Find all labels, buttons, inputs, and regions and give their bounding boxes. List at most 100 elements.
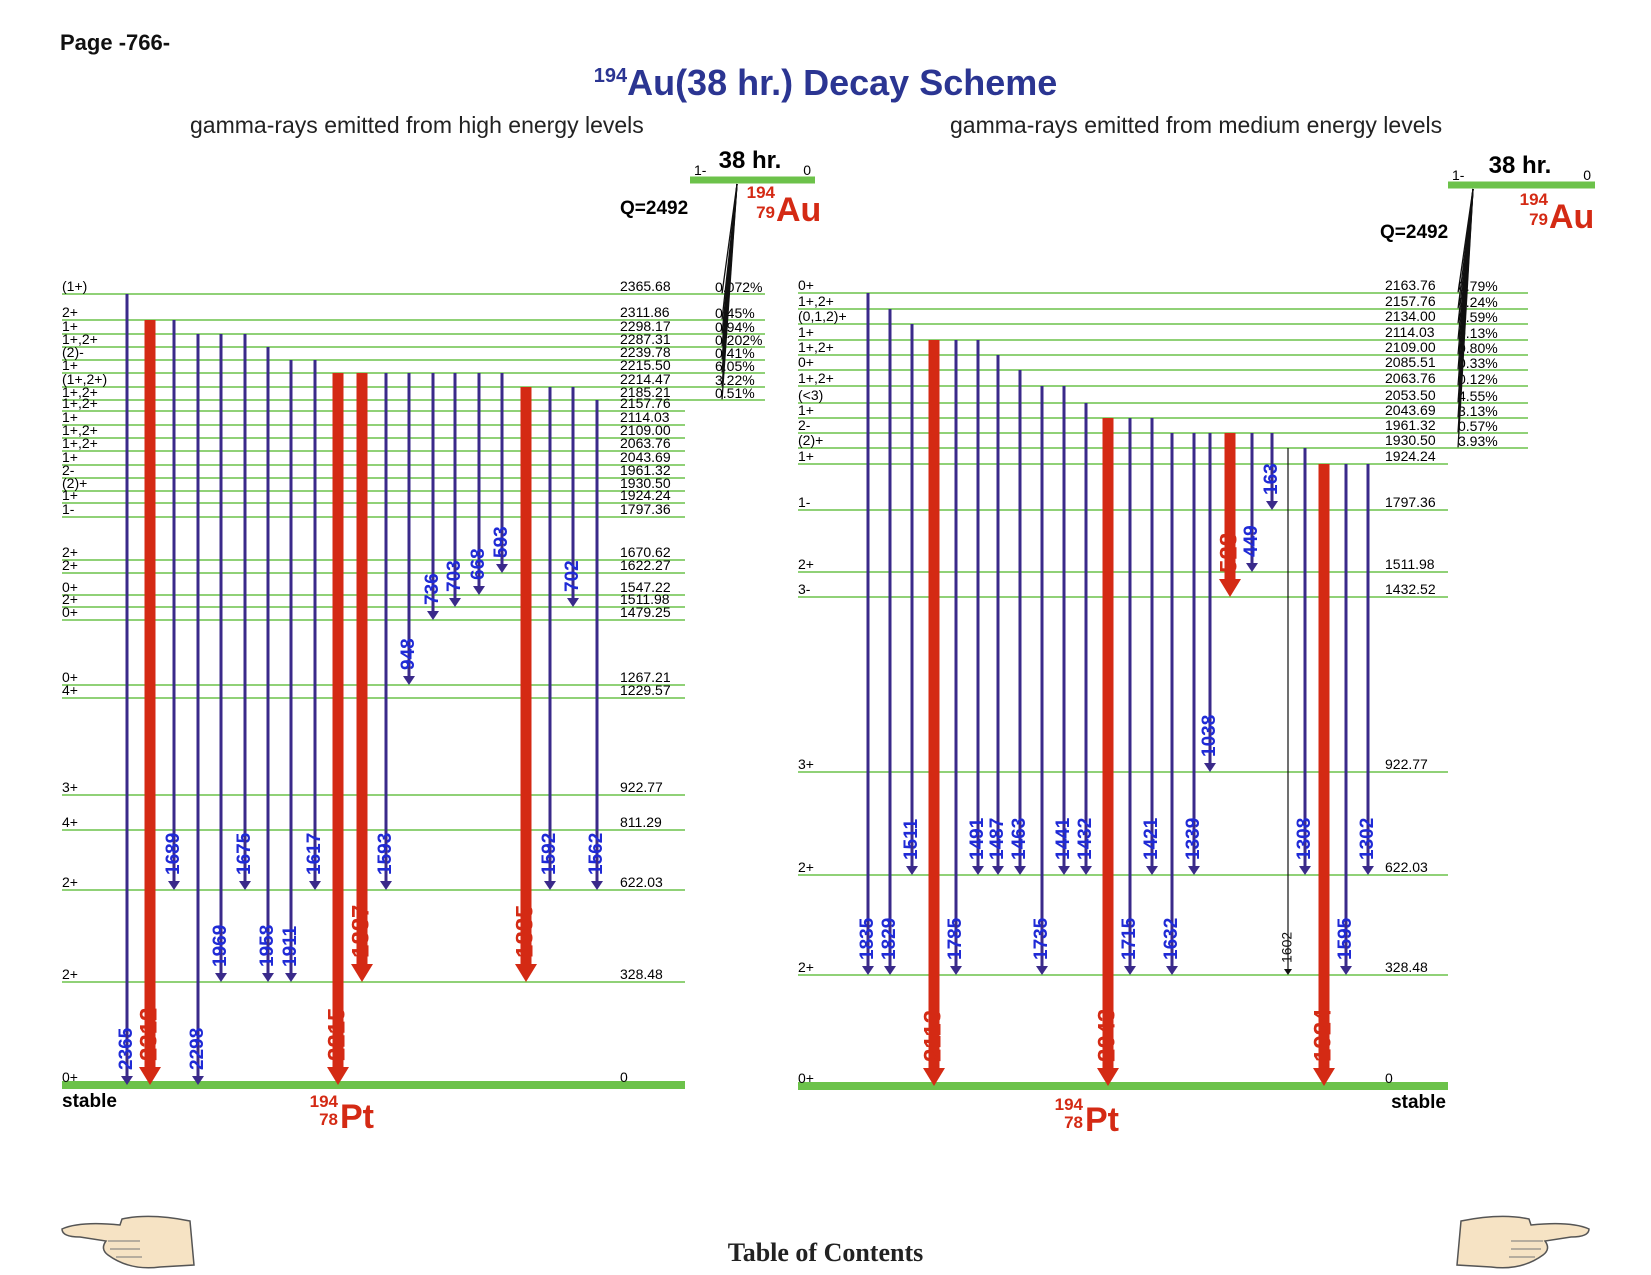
daughter-mass-number: 194 [1055, 1095, 1084, 1114]
level-spin-label: 3- [798, 581, 811, 597]
level-spin-label: 2- [798, 417, 811, 433]
level-spin-label: 1+ [798, 402, 814, 418]
level-energy-label: 2109.00 [1385, 339, 1436, 355]
gamma-arrow-head [351, 964, 373, 982]
gamma-arrow-head [1284, 969, 1292, 975]
level-spin-label: 4+ [62, 682, 78, 698]
daughter-atomic-number: 78 [319, 1110, 338, 1129]
gamma-arrow-head [496, 564, 508, 573]
level-spin-label: 0+ [62, 579, 78, 595]
level-spin-label: 1+ [62, 409, 78, 425]
gamma-arrow-head [862, 966, 874, 975]
level-energy-label: 2157.76 [620, 395, 671, 411]
level-energy-label: 1622.27 [620, 557, 671, 573]
level-spin-label: 1+ [798, 448, 814, 464]
next-page-hand-icon[interactable] [1451, 1215, 1591, 1270]
level-spin-label: 1+,2+ [62, 395, 98, 411]
level-energy-label: 1961.32 [1385, 417, 1436, 433]
daughter-mass-number: 194 [310, 1092, 339, 1111]
daughter-stable-label: stable [62, 1091, 117, 1112]
table-of-contents-link[interactable]: Table of Contents [727, 1238, 924, 1267]
parent-symbol: Au [776, 191, 821, 229]
right-panel-subtitle: gamma-rays emitted from medium energy le… [950, 112, 1443, 138]
level-spin-label: (0,1,2)+ [798, 308, 847, 324]
gamma-energy-label: 593 [491, 526, 512, 558]
level-spin-label: 0+ [62, 604, 78, 620]
level-energy-label: 2185.21 [620, 384, 671, 400]
level-energy-label: 2043.69 [620, 449, 671, 465]
gamma-energy-label: 1829 [879, 918, 900, 960]
level-energy-label: 328.48 [620, 966, 663, 982]
level-spin-label: (2)+ [798, 432, 823, 448]
gamma-arrow-head [121, 1076, 133, 1085]
gamma-arrow-head [327, 1067, 349, 1085]
level-energy-label: 2163.76 [1385, 277, 1436, 293]
left-panel-subtitle: gamma-rays emitted from high energy leve… [190, 112, 644, 138]
level-energy-label: 622.03 [620, 874, 663, 890]
gamma-energy-label: 1632 [1161, 918, 1182, 960]
beta-branch-percent: 0.13% [1458, 325, 1498, 341]
gamma-arrow-head [1080, 866, 1092, 875]
gamma-energy-label: 702 [562, 560, 583, 592]
level-energy-label: 2365.68 [620, 278, 671, 294]
level-energy-label: 811.29 [620, 814, 662, 830]
parent-atomic-number: 79 [1529, 210, 1548, 229]
level-spin-label: 2+ [62, 591, 78, 607]
gamma-arrow-head [239, 881, 251, 890]
level-energy-label: 2114.03 [620, 409, 670, 425]
gamma-energy-label: 2312 [135, 1008, 162, 1061]
level-spin-label: 4+ [62, 814, 78, 830]
gamma-arrow-head [427, 611, 439, 620]
level-energy-label: 2311.86 [620, 304, 670, 320]
beta-branch-percent: 0.24% [1458, 294, 1498, 310]
gamma-energy-label: 736 [422, 573, 443, 605]
level-spin-label: 2+ [798, 859, 814, 875]
q-value: Q=2492 [1380, 222, 1448, 243]
level-spin-label: 0+ [798, 354, 814, 370]
level-spin-label: 1+,2+ [62, 384, 98, 400]
level-spin-label: 0+ [798, 277, 814, 293]
beta-branch-percent: 0.51% [715, 385, 755, 401]
beta-branch-percent: 0.072% [715, 279, 762, 295]
gamma-arrow-head [992, 866, 1004, 875]
gamma-arrow-head [1058, 866, 1070, 875]
gamma-energy-label: 1463 [1009, 818, 1030, 860]
gamma-energy-label: 703 [444, 560, 465, 592]
level-spin-label: 2+ [62, 966, 78, 982]
gamma-arrow-head [309, 881, 321, 890]
parent-mass-number: 194 [747, 183, 776, 202]
level-energy-label: 2063.76 [1385, 370, 1436, 386]
level-spin-label: (1+) [62, 278, 87, 294]
gamma-energy-label: 1785 [945, 917, 966, 960]
gamma-energy-label: 1038 [1199, 715, 1220, 757]
gamma-energy-label: 1887 [347, 905, 374, 958]
gamma-arrow-head [1188, 866, 1200, 875]
level-spin-label: 2+ [62, 544, 78, 560]
previous-page-hand-icon[interactable] [60, 1215, 200, 1270]
gamma-energy-label: 163 [1261, 463, 1282, 495]
parent-halflife: 38 hr. [719, 147, 782, 174]
gamma-arrow-head [380, 881, 392, 890]
gamma-energy-label: 1924 [1309, 1008, 1336, 1062]
level-energy-label: 1924.24 [620, 487, 671, 503]
level-spin-label: 3+ [798, 756, 814, 772]
title-mass-number: 194 [593, 65, 628, 87]
level-spin-label: 2+ [62, 304, 78, 320]
gamma-arrow-head [591, 881, 603, 890]
level-energy-label: 2287.31 [620, 331, 671, 347]
gamma-energy-label: 2215 [323, 1008, 350, 1061]
level-spin-label: 3+ [62, 779, 78, 795]
gamma-arrow-head [950, 966, 962, 975]
level-energy-label: 1670.62 [620, 544, 671, 560]
gamma-energy-label: 1339 [1183, 818, 1204, 860]
level-energy-label: 0 [1385, 1070, 1393, 1086]
level-spin-label: 1- [62, 501, 75, 517]
beta-branch-percent: 0.33% [1458, 355, 1498, 371]
gamma-energy-label: 1617 [304, 833, 325, 875]
gamma-arrow-head [923, 1068, 945, 1086]
level-spin-label: 1+,2+ [798, 370, 834, 386]
daughter-atomic-number: 78 [1064, 1113, 1083, 1132]
level-energy-label: 922.77 [620, 779, 663, 795]
gamma-arrow-head [1299, 866, 1311, 875]
level-spin-label: 1+ [62, 449, 78, 465]
